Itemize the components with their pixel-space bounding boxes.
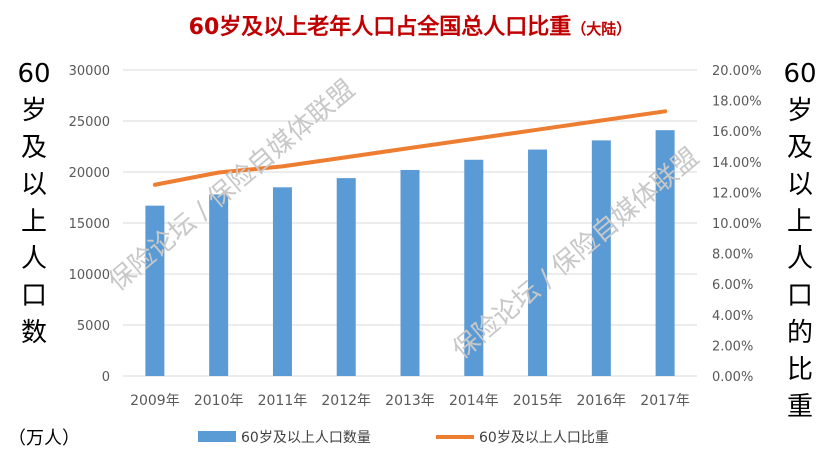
line-point bbox=[600, 119, 602, 121]
axis-title-char: 上 bbox=[787, 207, 813, 237]
legend-swatch-bar bbox=[198, 431, 236, 442]
line-point bbox=[281, 165, 283, 167]
left-tick-label: 5000 bbox=[77, 319, 110, 334]
left-axis-ticks: 0 5000 10000 15000 20000 25000 30000 bbox=[69, 64, 110, 385]
chart-title: 60岁及以上老年人口占全国总人口比重（大陆） bbox=[189, 14, 632, 40]
left-tick-label: 10000 bbox=[69, 268, 110, 283]
legend: 60岁及以上人口数量 60岁及以上人口比重 bbox=[198, 430, 609, 446]
right-tick-label: 20.00% bbox=[712, 64, 762, 79]
x-tick-label: 2013年 bbox=[385, 393, 435, 409]
right-tick-label: 12.00% bbox=[712, 186, 762, 201]
bar bbox=[336, 178, 356, 376]
bar bbox=[272, 187, 292, 376]
axis-title-char: 以 bbox=[21, 170, 47, 200]
left-tick-label: 15000 bbox=[69, 217, 110, 232]
legend-label-bar: 60岁及以上人口数量 bbox=[241, 430, 371, 446]
line-series bbox=[152, 109, 668, 187]
right-tick-label: 16.00% bbox=[712, 125, 762, 140]
x-tick-label: 2010年 bbox=[194, 393, 244, 409]
right-tick-label: 14.00% bbox=[712, 156, 762, 171]
right-tick-label: 18.00% bbox=[712, 95, 762, 110]
axis-title-char: 重 bbox=[787, 392, 813, 422]
bar bbox=[655, 130, 675, 376]
right-tick-label: 8.00% bbox=[712, 248, 753, 263]
left-tick-label: 30000 bbox=[69, 64, 110, 79]
line-point bbox=[473, 138, 475, 140]
bar bbox=[145, 205, 165, 376]
axis-title-char: 及 bbox=[787, 133, 813, 163]
axis-title-char: 上 bbox=[21, 207, 47, 237]
right-tick-label: 6.00% bbox=[712, 278, 753, 293]
axis-title-char: 及 bbox=[21, 133, 47, 163]
axis-title-char: 60 bbox=[783, 59, 816, 89]
axis-title-char: 人 bbox=[787, 244, 813, 274]
line-point bbox=[154, 184, 156, 186]
right-tick-label: 10.00% bbox=[712, 217, 762, 232]
left-tick-label: 25000 bbox=[69, 115, 110, 130]
line-point bbox=[218, 172, 220, 174]
x-tick-label: 2014年 bbox=[449, 393, 499, 409]
x-tick-label: 2016年 bbox=[577, 393, 627, 409]
axis-title-char: 以 bbox=[787, 170, 813, 200]
axis-title-char: 人 bbox=[21, 244, 47, 274]
axis-title-char: 岁 bbox=[21, 96, 47, 126]
axis-title-char: 口 bbox=[787, 281, 813, 311]
left-axis-unit: （万人） bbox=[8, 428, 80, 449]
x-tick-label: 2015年 bbox=[513, 393, 563, 409]
right-tick-label: 4.00% bbox=[712, 309, 753, 324]
left-tick-label: 0 bbox=[102, 370, 110, 385]
axis-title-char: 数 bbox=[21, 318, 47, 348]
right-tick-label: 0.00% bbox=[712, 370, 753, 385]
bar bbox=[400, 169, 420, 376]
line-point bbox=[537, 129, 539, 131]
x-tick-label: 2011年 bbox=[258, 393, 308, 409]
bar bbox=[209, 194, 229, 376]
axis-title-char: 60 bbox=[17, 59, 50, 89]
bar bbox=[591, 140, 611, 376]
bar bbox=[464, 159, 484, 376]
axis-title-char: 比 bbox=[787, 355, 813, 385]
right-axis-ticks: 0.00% 2.00% 4.00% 6.00% 8.00% 10.00% 12.00% 14.… bbox=[712, 64, 762, 385]
right-tick-label: 2.00% bbox=[712, 339, 753, 354]
axis-title-char: 的 bbox=[787, 318, 813, 348]
left-tick-label: 20000 bbox=[69, 166, 110, 181]
x-tick-label: 2017年 bbox=[640, 393, 690, 409]
bar bbox=[528, 149, 548, 376]
line-point bbox=[345, 156, 347, 158]
watermark: 保险论坛 / 保险自媒体联盟 bbox=[103, 74, 361, 297]
x-tick-label: 2012年 bbox=[321, 393, 371, 409]
x-axis-ticks: 2009年 2010年 2011年 2012年 2013年 2014年 2015年 2016年… bbox=[130, 393, 690, 409]
left-axis-title: 60 岁及以上人口数 bbox=[17, 59, 50, 348]
axis-title-char: 口 bbox=[21, 281, 47, 311]
line-point bbox=[409, 147, 411, 149]
legend-label-line: 60岁及以上人口比重 bbox=[479, 430, 609, 446]
line-point bbox=[664, 110, 666, 112]
x-tick-label: 2009年 bbox=[130, 393, 180, 409]
bar-series bbox=[145, 130, 675, 376]
axis-title-char: 岁 bbox=[787, 96, 813, 126]
